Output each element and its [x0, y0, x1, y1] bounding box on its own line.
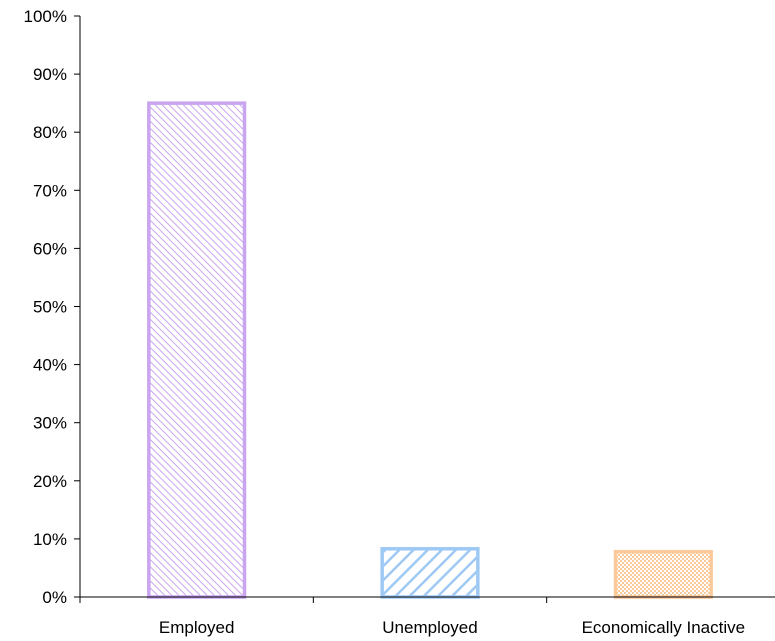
axes	[74, 15, 775, 603]
y-tick-label: 10%	[33, 530, 67, 549]
y-tick-label: 30%	[33, 414, 67, 433]
y-tick-label: 40%	[33, 356, 67, 375]
x-axis-tick-labels: Employed Unemployed Economically Inactive	[159, 618, 745, 637]
bar-economically-inactive	[613, 549, 713, 599]
x-tick-label: Unemployed	[382, 618, 477, 637]
bar-employed	[147, 101, 247, 599]
bars	[147, 101, 713, 599]
x-tick-label: Employed	[159, 618, 235, 637]
y-tick-label: 20%	[33, 472, 67, 491]
y-tick-label: 0%	[42, 588, 67, 607]
y-tick-label: 100%	[24, 7, 67, 26]
y-tick-label: 80%	[33, 123, 67, 142]
y-tick-label: 90%	[33, 65, 67, 84]
y-axis-tick-labels: 0% 10% 20% 30% 40% 50% 60% 70% 80% 90% 100%	[24, 7, 67, 607]
y-tick-label: 50%	[33, 298, 67, 317]
x-tick-label: Economically Inactive	[582, 618, 745, 637]
bar-unemployed	[380, 547, 480, 599]
y-tick-label: 70%	[33, 181, 67, 200]
y-tick-label: 60%	[33, 239, 67, 258]
